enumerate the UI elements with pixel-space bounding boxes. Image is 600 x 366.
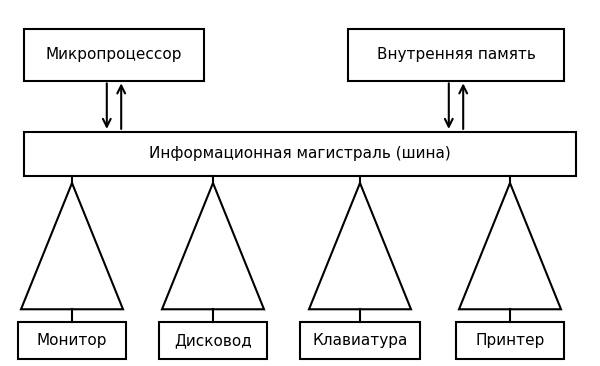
Bar bbox=[24, 29, 204, 81]
Bar bbox=[300, 322, 420, 359]
Bar bbox=[18, 322, 126, 359]
Text: Дисковод: Дисковод bbox=[174, 333, 252, 348]
Bar bbox=[24, 132, 576, 176]
Polygon shape bbox=[459, 183, 561, 309]
Text: Принтер: Принтер bbox=[475, 333, 545, 348]
Text: Клавиатура: Клавиатура bbox=[313, 333, 407, 348]
Polygon shape bbox=[162, 183, 264, 309]
Text: Информационная магистраль (шина): Информационная магистраль (шина) bbox=[149, 146, 451, 161]
Text: Внутренняя память: Внутренняя память bbox=[377, 48, 535, 62]
Polygon shape bbox=[21, 183, 123, 309]
Bar bbox=[159, 322, 267, 359]
Bar bbox=[456, 322, 564, 359]
Bar bbox=[348, 29, 564, 81]
Text: Микропроцессор: Микропроцессор bbox=[46, 48, 182, 62]
Polygon shape bbox=[309, 183, 411, 309]
Text: Монитор: Монитор bbox=[37, 333, 107, 348]
